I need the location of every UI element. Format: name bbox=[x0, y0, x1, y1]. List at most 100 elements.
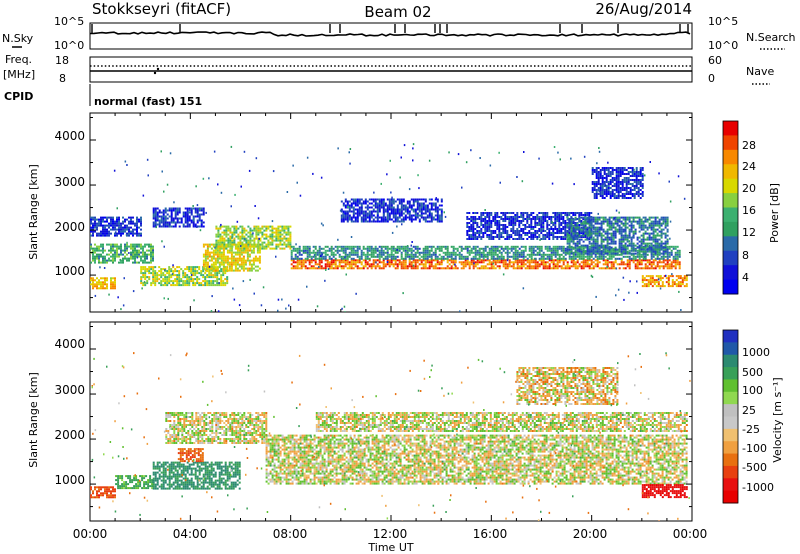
echo-cell bbox=[594, 242, 597, 245]
echo-cell bbox=[92, 216, 94, 219]
echo-cell bbox=[102, 228, 104, 231]
echo-cell bbox=[670, 249, 673, 252]
echo-cell bbox=[500, 259, 503, 262]
echo-cell bbox=[174, 274, 177, 277]
echo-cell bbox=[508, 247, 511, 250]
echo-cell bbox=[464, 245, 467, 248]
echo-cell bbox=[124, 251, 126, 254]
echo-cell bbox=[186, 225, 189, 228]
echo-cell bbox=[271, 239, 274, 242]
echo-cell bbox=[480, 220, 483, 222]
echo-cell bbox=[360, 251, 363, 254]
echo-cell bbox=[446, 261, 449, 264]
echo-cell bbox=[570, 255, 573, 258]
echo-cell bbox=[512, 261, 515, 264]
echo-cell bbox=[384, 220, 387, 223]
echo-cell bbox=[606, 228, 609, 231]
echo-cell bbox=[436, 212, 439, 215]
echo-cell bbox=[496, 259, 499, 262]
echo-cell bbox=[222, 251, 225, 254]
echo-cell bbox=[366, 204, 369, 207]
echo-cell bbox=[332, 255, 335, 258]
echo-cell bbox=[622, 234, 625, 237]
echo-cell bbox=[614, 257, 617, 260]
echo-cell bbox=[622, 250, 625, 253]
echo-cell bbox=[640, 222, 643, 225]
echo-cell bbox=[638, 230, 641, 233]
echo-cell bbox=[222, 284, 225, 287]
echo-cell bbox=[548, 236, 551, 238]
echo-cell bbox=[566, 265, 569, 268]
echo-cell bbox=[247, 235, 250, 238]
echo-cell bbox=[572, 240, 575, 243]
echo-cell bbox=[590, 253, 593, 256]
echo-cell bbox=[444, 251, 447, 254]
echo-cell bbox=[580, 228, 583, 231]
echo-cell bbox=[454, 251, 457, 254]
echo-cell bbox=[156, 280, 159, 283]
echo-cell bbox=[251, 229, 254, 232]
echo-cell bbox=[506, 218, 509, 220]
echo-cell bbox=[102, 230, 104, 233]
echo-cell bbox=[630, 238, 633, 241]
echo-cell bbox=[630, 244, 633, 247]
echo-cell bbox=[404, 263, 407, 266]
echo-cell bbox=[378, 267, 381, 270]
echo-cell bbox=[614, 252, 617, 255]
echo-cell bbox=[494, 230, 497, 232]
echo-cell bbox=[180, 221, 183, 224]
echo-cell bbox=[346, 218, 349, 221]
echo-cell bbox=[368, 253, 371, 256]
echo-cell bbox=[600, 238, 603, 241]
echo-cell bbox=[600, 216, 603, 219]
echo-cell bbox=[404, 259, 407, 262]
echo-cell bbox=[642, 257, 645, 260]
echo-cell bbox=[208, 259, 211, 262]
echo-cell bbox=[324, 265, 327, 268]
echo-cell bbox=[362, 210, 365, 213]
echo-cell bbox=[394, 208, 397, 211]
echo-cell bbox=[230, 265, 233, 268]
echo-cell bbox=[224, 266, 227, 269]
echo-cell bbox=[594, 253, 597, 256]
echo-cell bbox=[582, 259, 585, 262]
echo-cell bbox=[216, 259, 219, 262]
echo-cell bbox=[215, 245, 218, 248]
echo-cell bbox=[668, 255, 671, 258]
echo-cell bbox=[243, 243, 246, 246]
echo-cell bbox=[356, 255, 359, 258]
echo-cell bbox=[450, 259, 453, 262]
echo-cell bbox=[624, 248, 627, 251]
echo-cell bbox=[150, 255, 152, 258]
echo-cell bbox=[514, 249, 517, 252]
echo-cell bbox=[584, 250, 587, 253]
echo-cell bbox=[514, 234, 517, 236]
echo-cell bbox=[608, 246, 611, 249]
echo-cell bbox=[502, 214, 505, 216]
echo-cell bbox=[620, 226, 623, 229]
echo-cell bbox=[512, 263, 515, 266]
echo-cell bbox=[508, 259, 511, 262]
echo-cell bbox=[526, 232, 529, 234]
echo-cell bbox=[244, 263, 247, 266]
echo-cell bbox=[588, 250, 591, 253]
echo-cell bbox=[253, 239, 256, 242]
echo-cell bbox=[602, 222, 605, 225]
echo-cell bbox=[194, 282, 197, 285]
echo-cell bbox=[562, 261, 565, 264]
echo-cell bbox=[498, 224, 501, 226]
echo-cell bbox=[166, 270, 169, 273]
echo-cell bbox=[250, 249, 253, 252]
echo-cell bbox=[108, 226, 110, 229]
echo-cell bbox=[556, 212, 559, 214]
echo-cell bbox=[394, 251, 397, 254]
echo-cell bbox=[120, 234, 122, 237]
echo-cell bbox=[223, 233, 226, 236]
echo-cell bbox=[100, 283, 102, 286]
echo-cell bbox=[488, 224, 491, 226]
echo-cell bbox=[336, 251, 339, 254]
echo-cell bbox=[648, 224, 651, 227]
echo-cell bbox=[566, 267, 569, 270]
echo-cell bbox=[386, 263, 389, 266]
echo-cell bbox=[464, 247, 467, 250]
